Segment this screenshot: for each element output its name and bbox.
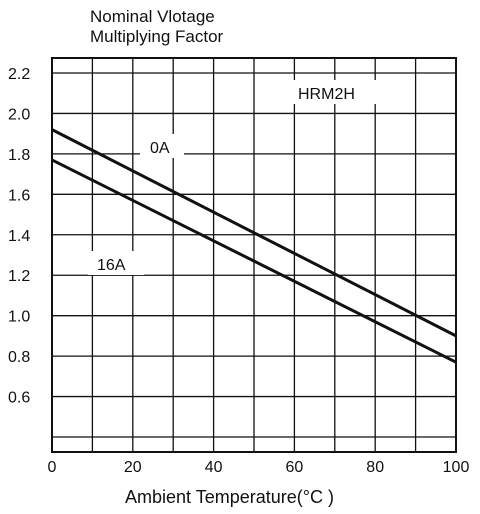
series-lines [51, 128, 457, 364]
series-label-0a: 0A [150, 140, 170, 157]
grid [52, 58, 456, 452]
annotation-bg [288, 80, 384, 104]
y-tick-label: 1.2 [8, 268, 30, 285]
series-line-0a [51, 128, 457, 338]
y-tick-label: 0.6 [8, 390, 30, 407]
x-tick-labels: 0 20 40 60 80 100 [48, 459, 470, 476]
y-axis-label-line-1: Nominal Vlotage [90, 7, 215, 26]
y-tick-label: 2.0 [8, 106, 30, 123]
y-tick-label: 0.8 [8, 349, 30, 366]
x-tick-label: 60 [286, 459, 304, 476]
x-tick-label: 0 [48, 459, 57, 476]
x-tick-label: 20 [124, 459, 142, 476]
x-tick-label: 80 [366, 459, 384, 476]
y-tick-label: 2.2 [8, 66, 30, 83]
model-annotation: HRM2H [298, 86, 355, 103]
series-label-16a: 16A [97, 257, 126, 274]
y-tick-label: 1.4 [8, 228, 30, 245]
y-tick-label: 1.8 [8, 147, 30, 164]
label-16a-bg [88, 251, 144, 275]
x-axis-label: Ambient Temperature(°C ) [125, 487, 334, 507]
label-0a-bg [140, 134, 184, 158]
y-tick-labels: 2.2 2.0 1.8 1.6 1.4 1.2 1.0 0.8 0.6 [8, 66, 30, 407]
x-tick-label: 40 [205, 459, 223, 476]
y-axis-label-line-2: Multiplying Factor [90, 27, 224, 46]
series-line-16a [51, 158, 457, 364]
x-tick-label: 100 [443, 459, 470, 476]
plot-frame [51, 57, 457, 453]
y-tick-label: 1.6 [8, 187, 30, 204]
y-tick-label: 1.0 [8, 309, 30, 326]
